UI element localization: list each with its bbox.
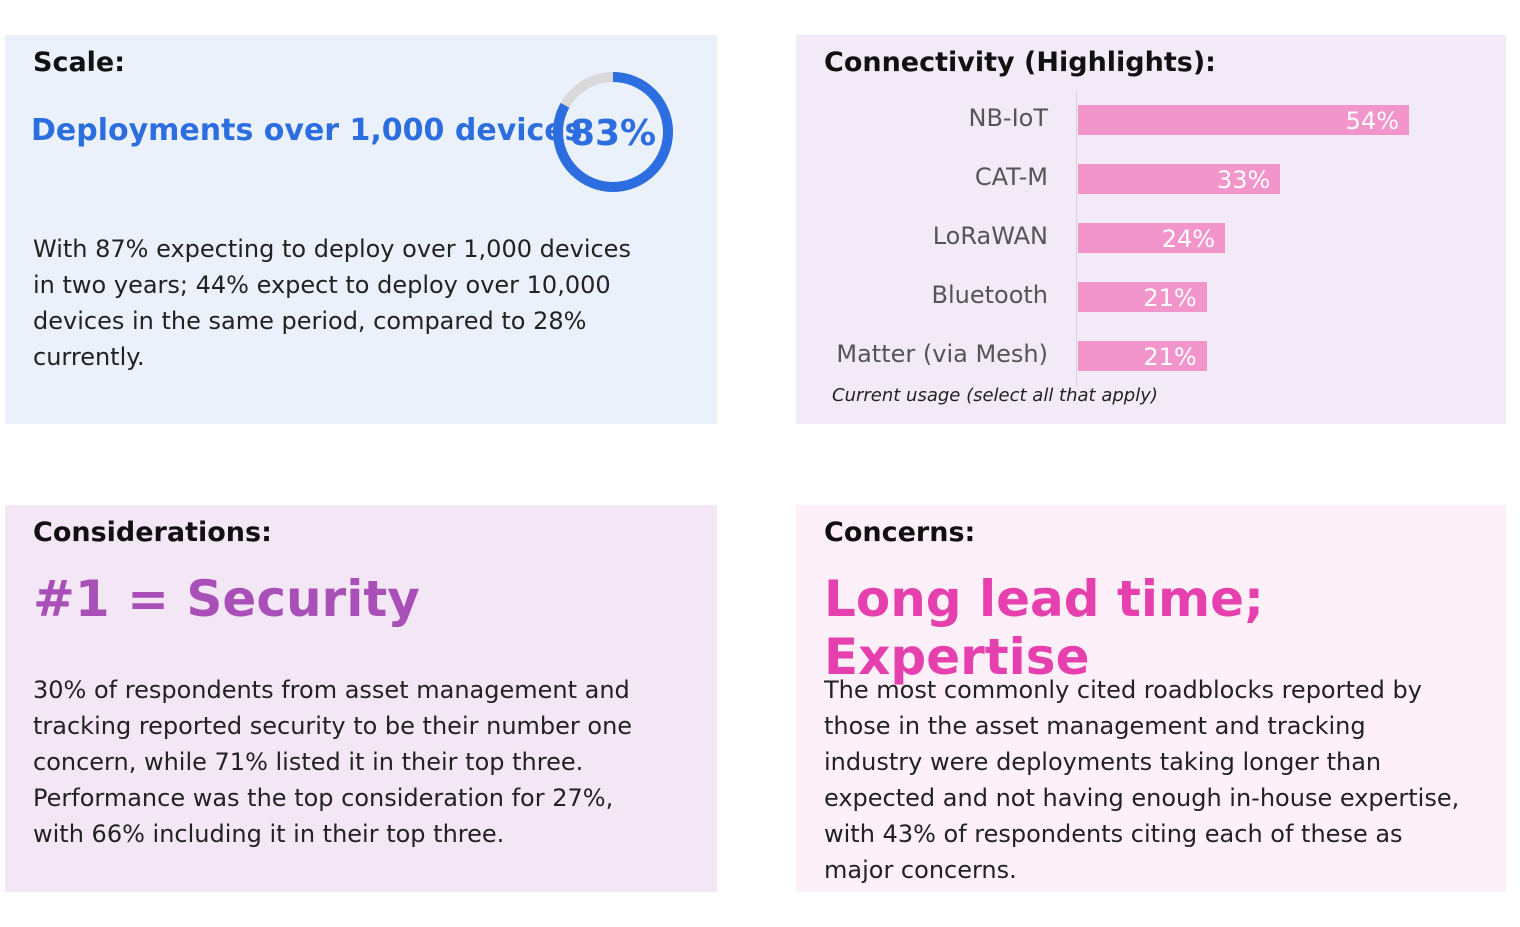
bar-label: LoRaWAN xyxy=(932,222,1048,250)
chart-note: Current usage (select all that apply) xyxy=(832,385,1158,406)
scale-headline: Deployments over 1,000 devices xyxy=(31,113,583,148)
gauge-83-percent: 83% xyxy=(553,72,673,192)
scale-heading: Scale: xyxy=(33,47,126,78)
scale-panel: Scale: Deployments over 1,000 devices 83… xyxy=(5,35,717,424)
bar: 21% xyxy=(1078,282,1207,312)
bar-label: NB-IoT xyxy=(968,104,1049,132)
concerns-heading: Concerns: xyxy=(824,517,976,548)
scale-text: With 87% expecting to deploy over 1,000 … xyxy=(33,235,631,371)
considerations-heading: Considerations: xyxy=(33,517,272,548)
concerns-text: The most commonly cited roadblocks repor… xyxy=(824,676,1460,884)
connectivity-heading: Connectivity (Highlights): xyxy=(824,47,1216,78)
connectivity-panel: Connectivity (Highlights): NB-IoT 54% CAT-… xyxy=(796,35,1506,424)
bar-label: CAT-M xyxy=(974,163,1048,191)
considerations-panel: Considerations: #1 = Security 30% of res… xyxy=(5,505,717,892)
bar-label: Matter (via Mesh) xyxy=(836,340,1048,368)
gauge-fill xyxy=(553,72,673,192)
bar: 24% xyxy=(1078,223,1226,253)
concerns-headline: Long lead time; Expertise xyxy=(824,570,1265,686)
bar: 33% xyxy=(1078,164,1281,194)
bar: 54% xyxy=(1078,105,1410,135)
considerations-text: 30% of respondents from asset management… xyxy=(33,676,633,848)
considerations-headline: #1 = Security xyxy=(33,570,420,628)
chart-axis xyxy=(1076,91,1077,387)
gauge-label: 83% xyxy=(570,113,656,154)
bar: 21% xyxy=(1078,341,1207,371)
concerns-panel: Concerns: Long lead time; Expertise The … xyxy=(796,505,1506,892)
bar-label: Bluetooth xyxy=(931,281,1048,309)
